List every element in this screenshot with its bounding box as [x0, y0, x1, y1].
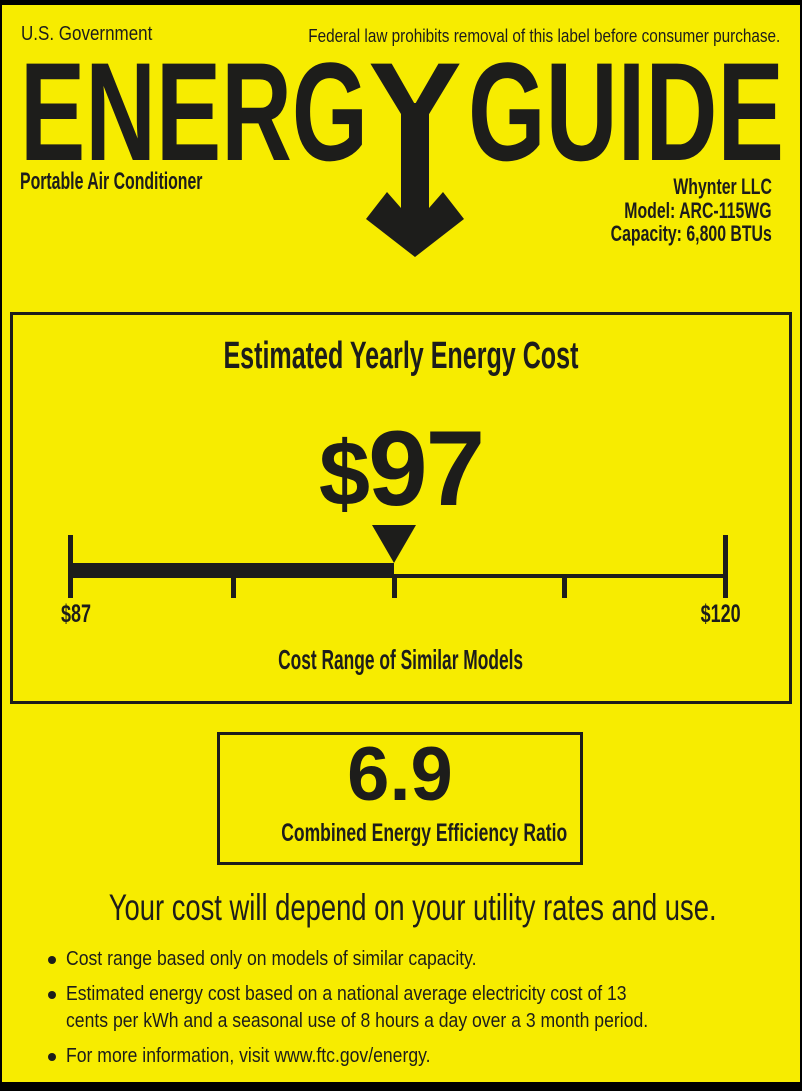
footnote-text: For more information, visit www.ftc.gov/… [66, 1044, 431, 1067]
scale-min-label: $87 [61, 600, 92, 628]
ceer-value: 6.9 [347, 732, 453, 817]
product-type-text: Portable Air Conditioner [20, 168, 203, 195]
scale-mid-tick-2 [392, 576, 397, 598]
scale-axis-line [70, 574, 725, 578]
us-government-label: U.S. Government [21, 24, 176, 44]
cost-box-title: Estimated Yearly Energy Cost [223, 335, 579, 377]
federal-law-text: Federal law prohibits removal of this la… [308, 26, 780, 46]
currency-symbol: $ [318, 422, 370, 525]
ceer-box: 6.9 Combined Energy Efficiency Ratio [217, 732, 583, 865]
scale-max-label: $120 [700, 600, 741, 628]
footnote-list: Cost range based only on models of simil… [48, 946, 768, 1077]
scale-caption: Cost Range of Similar Models [278, 644, 524, 675]
logo-text-guide: GUIDE [468, 55, 784, 190]
logo-text-energ: ENERG [20, 55, 368, 190]
manufacturer-name: Whynter LLC [673, 174, 772, 199]
scale-left-end-tick [68, 535, 73, 598]
energyguide-logo: ENERG Y GUIDE [20, 55, 784, 257]
bullet-icon [48, 1053, 66, 1061]
logo-down-arrow-icon [366, 103, 464, 257]
ceer-label: Combined Energy Efficiency Ratio [281, 819, 568, 847]
estimated-cost-value: $97 [13, 415, 789, 527]
scale-right-end-tick [723, 535, 728, 598]
cost-marker-icon [372, 525, 416, 563]
capacity-value: Capacity: 6,800 BTUs [610, 221, 772, 246]
footnote-item: For more information, visit www.ftc.gov/… [48, 1043, 768, 1071]
model-number: Model: ARC-115WG [624, 197, 772, 223]
bullet-icon [48, 956, 66, 964]
product-type: Portable Air Conditioner [20, 170, 296, 194]
yearly-energy-cost-box: Estimated Yearly Energy Cost $97 $87 $12… [10, 312, 792, 704]
manufacturer-block: Whynter LLC Model: ARC-115WG Capacity: 6… [548, 175, 772, 246]
footnote-text: Cost range based only on models of simil… [66, 948, 477, 970]
bullet-icon [48, 991, 66, 999]
footnote-text: Estimated energy cost based on a nationa… [66, 982, 649, 1033]
federal-law-notice: Federal law prohibits removal of this la… [225, 26, 780, 46]
utility-rates-note: Your cost will depend on your utility ra… [108, 887, 717, 928]
label-background: U.S. Government Federal law prohibits re… [2, 5, 800, 1082]
scale-mid-tick-1 [231, 576, 236, 598]
footnote-item: Estimated energy cost based on a nationa… [48, 981, 768, 1036]
us-government-text: U.S. Government [21, 23, 153, 45]
footnote-item: Cost range based only on models of simil… [48, 946, 768, 974]
cost-number: 97 [368, 408, 485, 528]
scale-mid-tick-3 [562, 576, 567, 598]
